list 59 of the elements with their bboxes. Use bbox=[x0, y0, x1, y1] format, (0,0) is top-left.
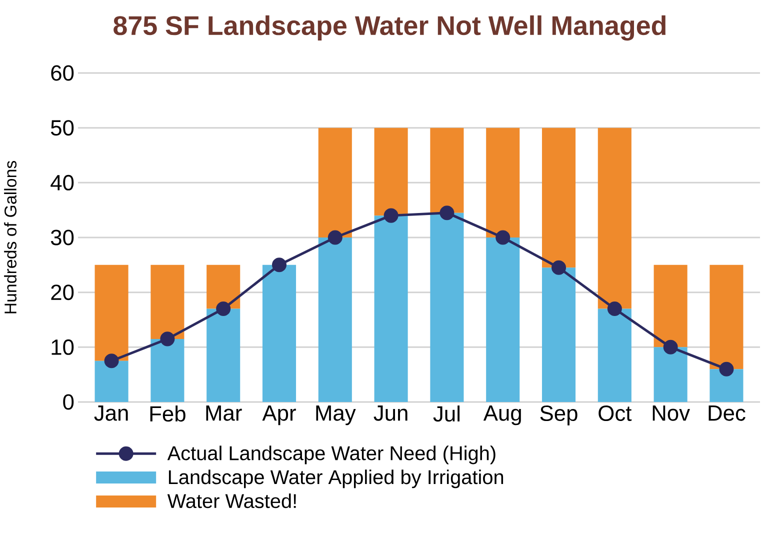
point bbox=[719, 362, 734, 376]
legend-label: Water Wasted! bbox=[167, 494, 296, 508]
bar bbox=[206, 308, 240, 402]
x-tick-label: Apr bbox=[262, 406, 296, 426]
x-tick-label: Feb bbox=[150, 406, 186, 422]
x-tick-label: Jul bbox=[433, 406, 460, 422]
bar bbox=[150, 264, 184, 339]
point bbox=[496, 230, 510, 245]
legend-label: Landscape Water Applied by Irrigation bbox=[168, 470, 504, 488]
point bbox=[160, 332, 175, 346]
point bbox=[104, 354, 119, 368]
bar bbox=[430, 212, 464, 402]
y-tick-label: 0 bbox=[63, 394, 74, 410]
point bbox=[607, 302, 622, 316]
legend-label: Actual Landscape Water Need (High) bbox=[167, 446, 496, 464]
point bbox=[440, 206, 454, 220]
point bbox=[216, 302, 231, 316]
bar bbox=[374, 216, 408, 402]
point bbox=[384, 208, 398, 223]
y-tick-label: 20 bbox=[51, 284, 74, 300]
x-tick-label: May bbox=[316, 406, 356, 426]
x-tick-label: Oct bbox=[598, 406, 632, 422]
bar bbox=[318, 238, 352, 402]
bar bbox=[654, 264, 688, 348]
bar bbox=[94, 360, 128, 402]
bar bbox=[486, 238, 520, 402]
y-tick-label: 50 bbox=[50, 120, 74, 136]
point bbox=[272, 258, 286, 272]
x-tick-label: Sep bbox=[540, 406, 578, 426]
bar bbox=[710, 264, 744, 370]
bar bbox=[262, 264, 296, 402]
y-tick-label: 10 bbox=[52, 339, 74, 355]
bar bbox=[598, 128, 632, 309]
bar bbox=[486, 128, 520, 238]
y-tick-label: 30 bbox=[50, 230, 74, 246]
x-tick-label: Jun bbox=[374, 406, 408, 421]
bar bbox=[150, 338, 184, 402]
bar bbox=[206, 264, 240, 309]
bar bbox=[542, 268, 576, 402]
bar bbox=[318, 128, 352, 238]
y-axis-title: Hundreds of Gallons bbox=[4, 160, 17, 314]
x-tick-label: Mar bbox=[206, 406, 242, 421]
x-tick-label: Jan bbox=[94, 406, 128, 421]
x-tick-label: Nov bbox=[652, 406, 690, 421]
y-tick-label: 60 bbox=[51, 65, 74, 81]
point bbox=[663, 340, 678, 354]
point bbox=[552, 260, 566, 275]
bar bbox=[654, 347, 688, 402]
x-tick-label: Dec bbox=[708, 406, 746, 421]
chart-title: 875 SF Landscape Water Not Well Managed bbox=[114, 15, 666, 41]
bar bbox=[542, 128, 576, 268]
bar bbox=[374, 128, 408, 216]
bar bbox=[430, 128, 464, 213]
bar bbox=[598, 308, 632, 402]
point bbox=[328, 230, 342, 245]
x-tick-label: Aug bbox=[483, 406, 521, 426]
bar bbox=[710, 369, 744, 402]
y-tick-label: 40 bbox=[50, 174, 74, 190]
bar bbox=[94, 264, 128, 361]
